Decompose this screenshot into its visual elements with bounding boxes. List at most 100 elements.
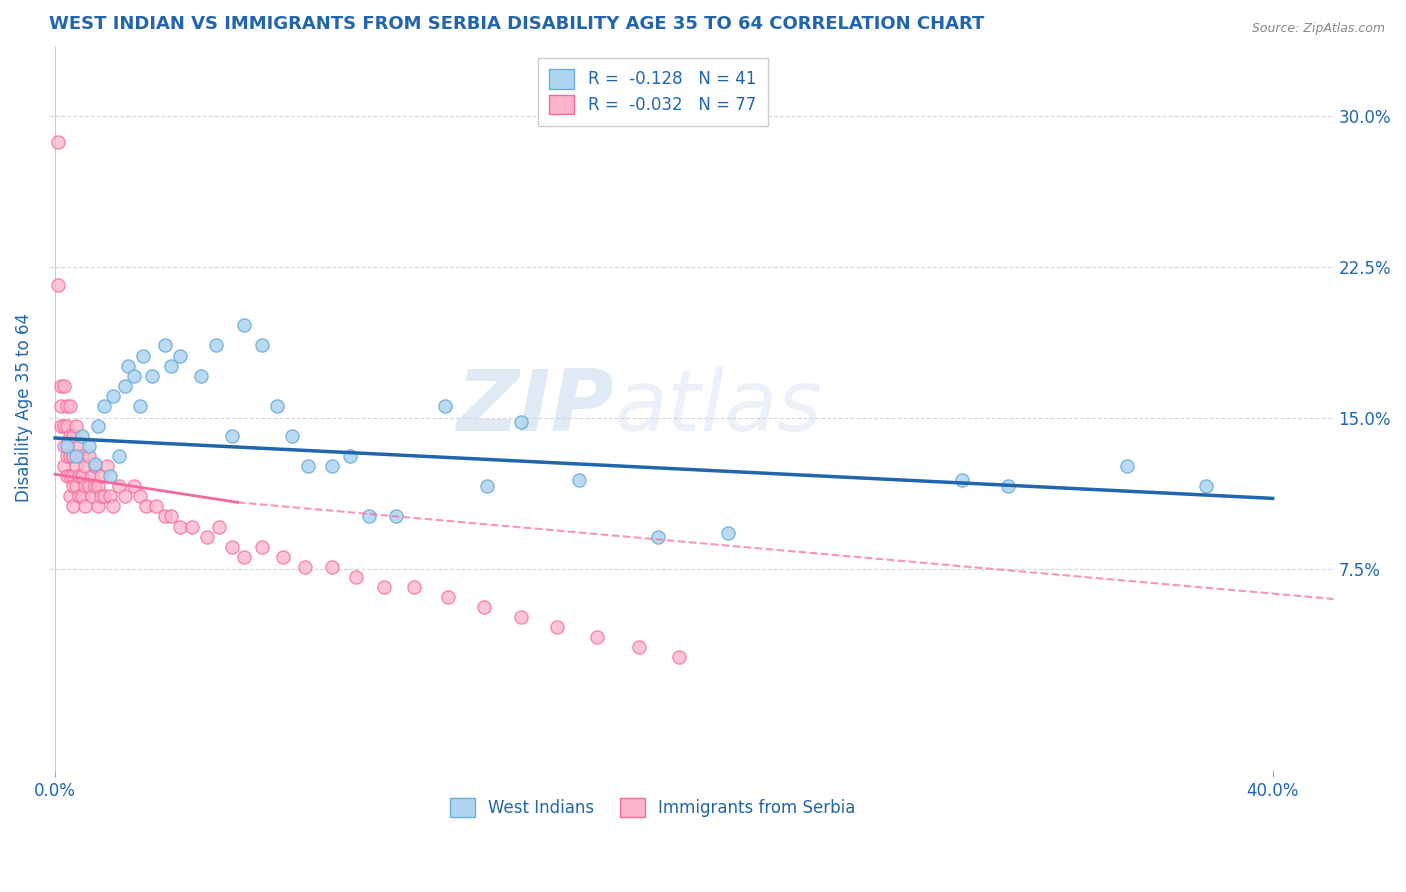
Point: [135, 500, 157, 514]
Point: [294, 559, 316, 574]
Point: [96, 459, 118, 474]
Point: [129, 399, 152, 413]
Point: [59, 429, 82, 443]
Point: [141, 368, 163, 383]
Point: [62, 429, 84, 443]
Legend: West Indians, Immigrants from Serbia: West Indians, Immigrants from Serbia: [440, 788, 865, 827]
Text: ZIP: ZIP: [457, 367, 614, 450]
Point: [145, 500, 167, 514]
Text: Source: ZipAtlas.com: Source: ZipAtlas.com: [1251, 22, 1385, 36]
Point: [49, 399, 72, 413]
Point: [83, 457, 105, 471]
Point: [98, 469, 121, 483]
Point: [59, 489, 82, 503]
Point: [59, 469, 82, 483]
Point: [586, 630, 609, 644]
Point: [53, 419, 76, 434]
Point: [297, 459, 319, 474]
Point: [232, 549, 254, 564]
Text: atlas: atlas: [614, 367, 823, 450]
Point: [273, 549, 295, 564]
Point: [169, 519, 191, 533]
Point: [101, 500, 124, 514]
Point: [404, 580, 426, 594]
Point: [339, 449, 361, 463]
Point: [668, 650, 690, 665]
Point: [433, 399, 456, 413]
Point: [90, 469, 112, 483]
Point: [77, 439, 100, 453]
Point: [75, 479, 97, 493]
Point: [114, 489, 136, 503]
Point: [321, 559, 343, 574]
Point: [56, 439, 79, 453]
Point: [75, 500, 97, 514]
Point: [509, 415, 531, 429]
Point: [232, 318, 254, 333]
Point: [59, 399, 82, 413]
Point: [1115, 459, 1137, 474]
Point: [65, 479, 87, 493]
Point: [53, 378, 76, 392]
Point: [53, 439, 76, 453]
Point: [62, 479, 84, 493]
Text: WEST INDIAN VS IMMIGRANTS FROM SERBIA DISABILITY AGE 35 TO 64 CORRELATION CHART: WEST INDIAN VS IMMIGRANTS FROM SERBIA DI…: [49, 15, 984, 33]
Point: [46, 135, 69, 149]
Point: [950, 473, 973, 487]
Y-axis label: Disability Age 35 to 64: Disability Age 35 to 64: [15, 313, 32, 502]
Point: [250, 540, 273, 554]
Point: [67, 489, 90, 503]
Point: [86, 500, 108, 514]
Point: [65, 419, 87, 434]
Point: [195, 530, 218, 544]
Point: [221, 540, 243, 554]
Point: [83, 479, 105, 493]
Point: [647, 530, 669, 544]
Point: [108, 449, 131, 463]
Point: [153, 338, 176, 352]
Point: [72, 449, 94, 463]
Point: [159, 509, 181, 524]
Point: [628, 640, 651, 655]
Point: [108, 479, 131, 493]
Point: [568, 473, 591, 487]
Point: [75, 459, 97, 474]
Point: [72, 429, 94, 443]
Point: [93, 489, 115, 503]
Point: [472, 600, 495, 615]
Point: [53, 459, 76, 474]
Point: [86, 479, 108, 493]
Point: [153, 509, 176, 524]
Point: [169, 349, 191, 363]
Point: [181, 519, 204, 533]
Point: [46, 278, 69, 293]
Point: [65, 459, 87, 474]
Point: [62, 449, 84, 463]
Point: [83, 459, 105, 474]
Point: [717, 525, 740, 540]
Point: [77, 449, 100, 463]
Point: [67, 469, 90, 483]
Point: [56, 469, 79, 483]
Point: [67, 439, 90, 453]
Point: [56, 449, 79, 463]
Point: [509, 610, 531, 624]
Point: [72, 469, 94, 483]
Point: [80, 489, 103, 503]
Point: [357, 509, 380, 524]
Point: [77, 479, 100, 493]
Point: [250, 338, 273, 352]
Point: [221, 429, 243, 443]
Point: [344, 570, 367, 584]
Point: [49, 419, 72, 434]
Point: [546, 620, 568, 634]
Point: [1195, 479, 1218, 493]
Point: [65, 449, 87, 463]
Point: [98, 489, 121, 503]
Point: [190, 368, 212, 383]
Point: [436, 590, 458, 604]
Point: [72, 489, 94, 503]
Point: [93, 399, 115, 413]
Point: [477, 479, 499, 493]
Point: [321, 459, 343, 474]
